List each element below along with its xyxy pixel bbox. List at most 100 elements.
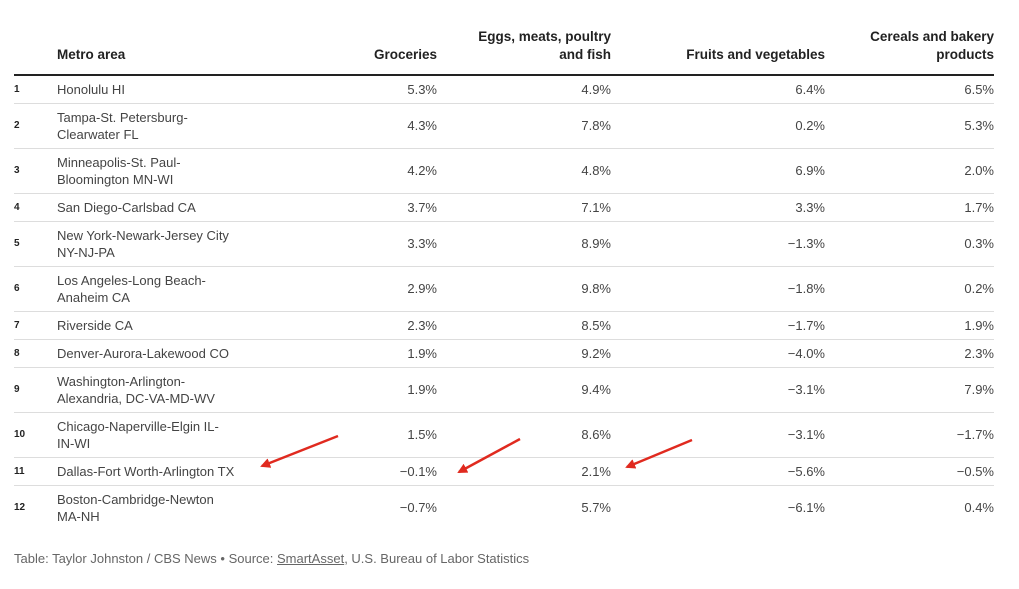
metro-area-line1: Tampa-St. Petersburg- xyxy=(57,109,188,125)
fruits-vegetables-cell: −3.1% xyxy=(787,382,825,397)
metro-area-cell: Denver-Aurora-Lakewood CO xyxy=(57,339,307,367)
metro-area-line1: Riverside CA xyxy=(57,317,133,333)
groceries-cell: 1.9% xyxy=(407,382,437,397)
rank-cell: 3 xyxy=(14,165,20,176)
table-row: 3 Minneapolis-St. Paul- Bloomington MN-WI 4… xyxy=(14,148,994,193)
groceries-cell: 1.9% xyxy=(407,345,437,361)
groceries-cell: 3.3% xyxy=(407,236,437,251)
cereals-bakery-cell: 0.2% xyxy=(964,281,994,296)
cereals-bakery-cell: 1.7% xyxy=(964,199,994,215)
metro-area-cell: Boston-Cambridge-Newton MA-NH xyxy=(57,485,307,530)
fruits-vegetables-cell: −1.8% xyxy=(787,281,825,296)
table-row: 6 Los Angeles-Long Beach- Anaheim CA 2.9% 9.… xyxy=(14,266,994,311)
metro-area-cell: Chicago-Naperville-Elgin IL- IN-WI xyxy=(57,412,307,457)
table-row: 1 Honolulu HI 5.3% 4.9% 6.4% 6.5% xyxy=(14,75,994,103)
fruits-vegetables-cell: 6.4% xyxy=(795,81,825,97)
metro-area-line1: New York-Newark-Jersey City xyxy=(57,227,229,243)
fruits-vegetables-cell: 3.3% xyxy=(795,199,825,215)
fruits-vegetables-cell: −1.3% xyxy=(787,236,825,251)
fruits-vegetables-cell: −4.0% xyxy=(787,345,825,361)
groceries-cell: 2.9% xyxy=(407,281,437,296)
footer-prefix: Table: Taylor Johnston / CBS News • Sour… xyxy=(14,551,277,566)
metro-area-line1: Honolulu HI xyxy=(57,81,125,97)
metro-area-line1: Los Angeles-Long Beach- xyxy=(57,272,206,288)
metro-area-line1: San Diego-Carlsbad CA xyxy=(57,199,196,215)
metro-area-line2: Anaheim CA xyxy=(57,289,130,305)
metro-area-cell: New York-Newark-Jersey City NY-NJ-PA xyxy=(57,221,307,266)
rank-cell: 11 xyxy=(14,465,25,477)
fruits-vegetables-cell: −1.7% xyxy=(787,317,825,333)
eggs-meats-cell: 7.1% xyxy=(581,199,611,215)
header-cereals-line1: Cereals and bakery xyxy=(870,29,994,44)
metro-area-line2: NY-NJ-PA xyxy=(57,244,115,260)
eggs-meats-cell: 9.8% xyxy=(581,281,611,296)
footer-suffix: , U.S. Bureau of Labor Statistics xyxy=(344,551,530,566)
rank-cell: 12 xyxy=(14,502,26,514)
table-header-row: Metro area Groceries Eggs, meats, poultr… xyxy=(14,28,994,75)
rank-cell: 8 xyxy=(14,347,20,359)
fruits-vegetables-cell: −3.1% xyxy=(787,427,825,442)
cereals-bakery-cell: −0.5% xyxy=(956,463,994,479)
rank-cell: 7 xyxy=(14,319,20,331)
fruits-vegetables-cell: −5.6% xyxy=(787,463,825,479)
groceries-cell: −0.7% xyxy=(399,500,437,516)
metro-area-cell: Dallas-Fort Worth-Arlington TX xyxy=(57,457,307,485)
cereals-bakery-cell: 0.3% xyxy=(964,236,994,251)
metro-area-line1: Minneapolis-St. Paul- xyxy=(57,154,181,170)
fruits-vegetables-cell: −6.1% xyxy=(787,500,825,516)
metro-area-line2: IN-WI xyxy=(57,435,91,451)
price-change-table: Metro area Groceries Eggs, meats, poultr… xyxy=(14,28,994,530)
eggs-meats-cell: 8.6% xyxy=(581,427,611,442)
eggs-meats-cell: 4.9% xyxy=(581,81,611,97)
price-change-table-container: Metro area Groceries Eggs, meats, poultr… xyxy=(14,28,994,530)
eggs-meats-cell: 9.2% xyxy=(581,345,611,361)
metro-area-line2: Alexandria, DC-VA-MD-WV xyxy=(57,390,215,406)
cereals-bakery-cell: 1.9% xyxy=(964,317,994,333)
rank-cell: 2 xyxy=(14,120,20,131)
metro-area-cell: Riverside CA xyxy=(57,311,307,339)
rank-cell: 9 xyxy=(14,384,20,395)
table-credit-footer: Table: Taylor Johnston / CBS News • Sour… xyxy=(14,551,529,566)
metro-area-cell: Honolulu HI xyxy=(57,75,307,103)
metro-area-cell: Minneapolis-St. Paul- Bloomington MN-WI xyxy=(57,148,307,193)
table-row: 12 Boston-Cambridge-Newton MA-NH −0.7% 5.7% −… xyxy=(14,485,994,530)
table-row: 10 Chicago-Naperville-Elgin IL- IN-WI 1.5% 8… xyxy=(14,412,994,457)
eggs-meats-cell: 5.7% xyxy=(581,500,611,516)
groceries-cell: 1.5% xyxy=(407,427,437,442)
metro-area-cell: San Diego-Carlsbad CA xyxy=(57,193,307,221)
eggs-meats-cell: 8.9% xyxy=(581,236,611,251)
header-rank xyxy=(14,28,57,75)
header-groceries: Groceries xyxy=(373,47,437,62)
cereals-bakery-cell: 5.3% xyxy=(964,118,994,133)
metro-area-line2: MA-NH xyxy=(57,508,100,524)
source-link-smartasset[interactable]: SmartAsset xyxy=(277,551,345,566)
header-cereals-line2: products xyxy=(936,47,994,62)
table-row: 9 Washington-Arlington- Alexandria, DC-VA-… xyxy=(14,367,994,412)
rank-cell: 1 xyxy=(14,83,20,95)
rank-cell: 10 xyxy=(14,429,26,440)
header-eggs-meats: Eggs, meats, poultry and fish xyxy=(437,28,611,75)
metro-area-line1: Chicago-Naperville-Elgin IL- xyxy=(57,418,219,434)
eggs-meats-cell: 4.8% xyxy=(581,163,611,178)
eggs-meats-cell: 8.5% xyxy=(581,317,611,333)
metro-area-line2: Clearwater FL xyxy=(57,126,139,142)
fruits-vegetables-cell: 0.2% xyxy=(795,118,825,133)
cereals-bakery-cell: 7.9% xyxy=(964,382,994,397)
header-eggs-line2: and fish xyxy=(559,47,611,62)
metro-area-line1: Dallas-Fort Worth-Arlington TX xyxy=(57,463,235,479)
header-metro-area: Metro area xyxy=(57,47,126,62)
groceries-cell: 5.3% xyxy=(407,81,437,97)
metro-area-cell: Washington-Arlington- Alexandria, DC-VA-M… xyxy=(57,367,307,412)
table-body: 1 Honolulu HI 5.3% 4.9% 6.4% 6.5% 2 Tampa-St. P… xyxy=(14,75,994,530)
metro-area-line2: Bloomington MN-WI xyxy=(57,171,174,187)
cereals-bakery-cell: −1.7% xyxy=(956,427,994,442)
rank-cell: 4 xyxy=(14,201,20,213)
fruits-vegetables-cell: 6.9% xyxy=(795,163,825,178)
metro-area-line1: Washington-Arlington- xyxy=(57,373,186,389)
metro-area-cell: Los Angeles-Long Beach- Anaheim CA xyxy=(57,266,307,311)
header-fruits-vegetables: Fruits and vegetables xyxy=(686,47,825,62)
table-row: 2 Tampa-St. Petersburg- Clearwater FL 4.3% 7… xyxy=(14,103,994,148)
eggs-meats-cell: 7.8% xyxy=(581,118,611,133)
cereals-bakery-cell: 0.4% xyxy=(964,500,994,516)
metro-area-line1: Boston-Cambridge-Newton xyxy=(57,491,214,507)
